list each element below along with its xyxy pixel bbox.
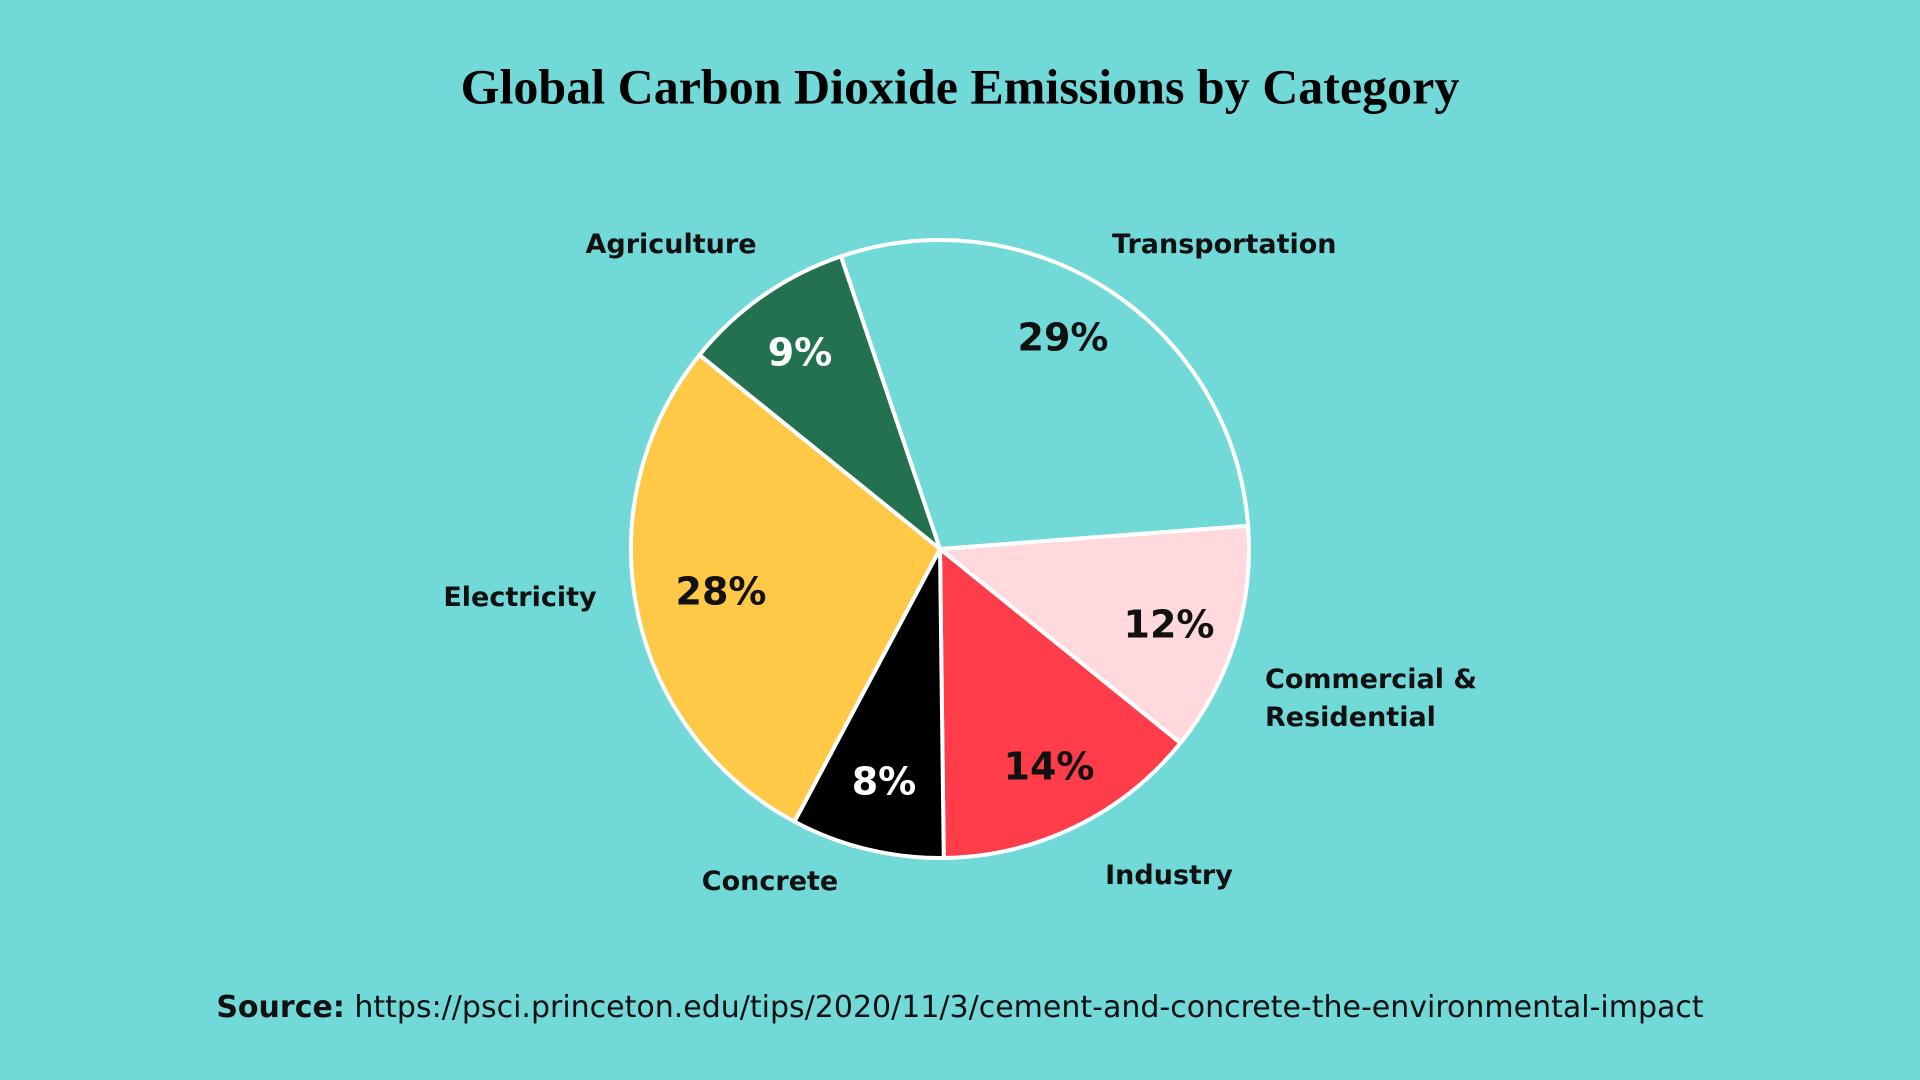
value-label: 12% bbox=[1124, 603, 1215, 647]
category-label: Concrete bbox=[701, 866, 839, 897]
pie-slice bbox=[629, 352, 942, 824]
value-label: 29% bbox=[1018, 316, 1109, 360]
pie-slice bbox=[938, 547, 1183, 860]
source: Source: https://psci.princeton.edu/tips/… bbox=[0, 990, 1920, 1025]
category-label: Electricity bbox=[443, 582, 597, 613]
pie-slice bbox=[792, 547, 946, 860]
category-label: Agriculture bbox=[585, 229, 757, 260]
value-label: 8% bbox=[852, 760, 917, 804]
value-label: 28% bbox=[676, 570, 767, 614]
pie-slice bbox=[697, 254, 942, 551]
category-label: Transportation bbox=[1112, 229, 1337, 260]
source-text: https://psci.princeton.edu/tips/2020/11/… bbox=[354, 990, 1704, 1025]
value-label: 9% bbox=[768, 331, 833, 375]
source-label: Source: bbox=[216, 990, 345, 1025]
chart-title: Global Carbon Dioxide Emissions by Categ… bbox=[461, 58, 1460, 114]
category-label: Commercial & Residential bbox=[1265, 664, 1477, 733]
value-label: 14% bbox=[1004, 745, 1095, 789]
category-label: Industry bbox=[1105, 860, 1233, 891]
pie-slice bbox=[838, 238, 1251, 551]
pie-slice bbox=[938, 523, 1251, 746]
